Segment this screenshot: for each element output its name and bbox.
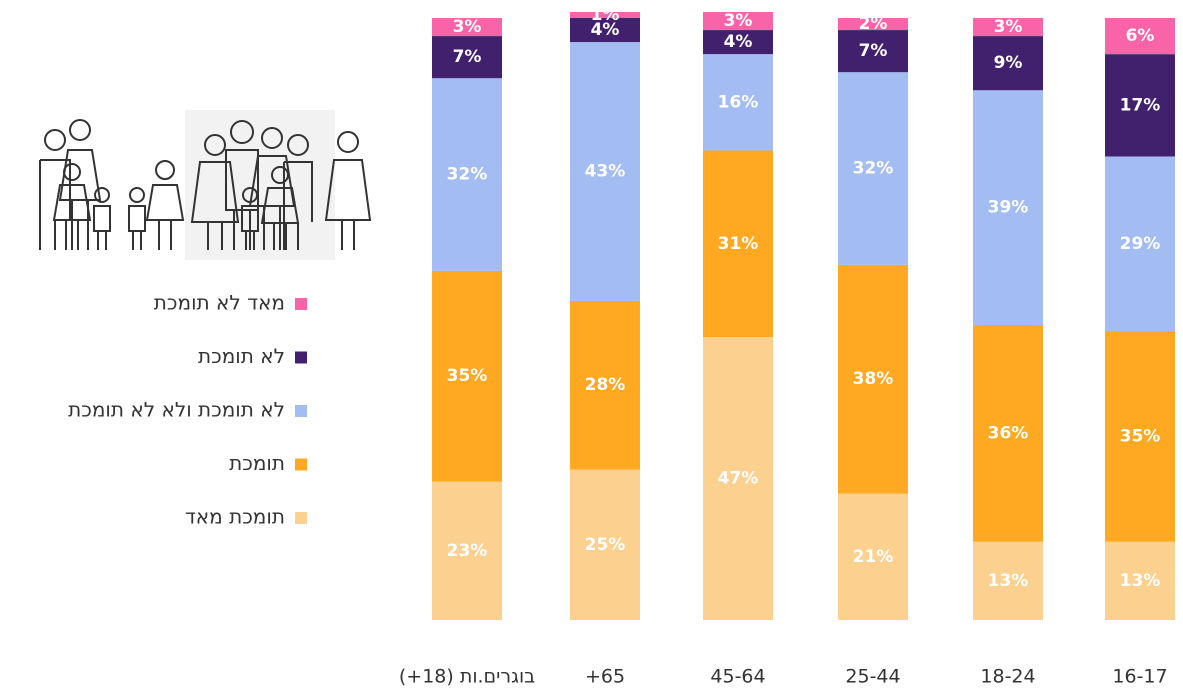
value-label: 3%: [453, 17, 482, 37]
bar-segment: [432, 36, 502, 79]
value-label: 43%: [585, 162, 626, 182]
legend-swatch: [295, 458, 307, 471]
bar-segment: [838, 72, 908, 265]
bar-segment: [703, 337, 773, 620]
x-tick-label: 65+: [585, 666, 625, 688]
value-label: 47%: [718, 469, 759, 489]
value-label: 7%: [453, 47, 482, 67]
bar-segment: [570, 18, 640, 43]
legend-label: לא תומכת: [198, 344, 285, 368]
bar-segment: [838, 18, 908, 31]
bar-segment: [432, 481, 502, 620]
value-label: 31%: [718, 234, 759, 254]
legend-label: לא תומכת ולא לא תומכת: [68, 398, 285, 422]
value-label: 1%: [591, 5, 620, 25]
value-label: 28%: [585, 375, 626, 395]
bar-segment: [703, 12, 773, 31]
legend-swatch: [295, 512, 307, 524]
value-label: 9%: [994, 53, 1023, 73]
bar-segment: [838, 30, 908, 73]
bar-segment: [1105, 54, 1175, 157]
bar-segment: [1105, 156, 1175, 332]
legend-swatch: [295, 298, 307, 310]
bar-segment: [973, 36, 1043, 91]
bar-segment: [838, 264, 908, 494]
legend-label: מאד לא תומכת: [154, 291, 285, 315]
bar-segment: [570, 469, 640, 620]
bar-segment: [1105, 541, 1175, 620]
bar-segment: [432, 78, 502, 271]
legend-swatch: [295, 405, 307, 417]
value-label: 13%: [988, 571, 1029, 591]
family-illustration: [39, 110, 372, 260]
bar-segment: [703, 30, 773, 55]
value-label: 23%: [447, 541, 488, 561]
bar-segment: [1105, 331, 1175, 542]
value-label: 32%: [447, 165, 488, 185]
value-label: 3%: [994, 17, 1023, 37]
bar-segment: [570, 42, 640, 301]
value-label: 35%: [1120, 426, 1161, 446]
bar-segment: [973, 325, 1043, 542]
bar-segment: [703, 150, 773, 338]
x-tick-label: 16-17: [1112, 666, 1167, 688]
bar-segment: [973, 541, 1043, 620]
value-label: 6%: [1126, 26, 1155, 46]
bar-segment: [973, 18, 1043, 37]
x-tick-label: 45-64: [710, 666, 765, 688]
legend-swatch: [295, 351, 307, 364]
value-label: 7%: [859, 41, 888, 61]
value-label: 35%: [447, 366, 488, 386]
x-tick-label: 25-44: [845, 666, 900, 688]
bar-segment: [838, 493, 908, 620]
value-label: 13%: [1120, 571, 1161, 591]
value-label: 3%: [724, 11, 753, 31]
bar-segment: [432, 18, 502, 37]
value-label: 38%: [853, 369, 894, 389]
value-label: 2%: [859, 14, 888, 34]
x-tick-label: בוגרים.ות (18+): [399, 666, 535, 688]
bar-segment: [432, 270, 502, 482]
legend-label: תומכת: [229, 451, 285, 475]
bar-segment: [570, 300, 640, 470]
bar-segment: [973, 90, 1043, 326]
bar-segment: [703, 54, 773, 151]
bar-segment: [570, 12, 640, 19]
value-label: 39%: [988, 198, 1029, 218]
value-label: 29%: [1120, 234, 1161, 254]
bar-segment: [1105, 18, 1175, 55]
value-label: 36%: [988, 423, 1029, 443]
value-label: 17%: [1120, 95, 1161, 115]
legend-label: תומכת מאד: [185, 505, 285, 529]
value-label: 4%: [724, 32, 753, 52]
value-label: 32%: [853, 159, 894, 179]
value-label: 16%: [718, 92, 759, 112]
x-tick-label: 18-24: [980, 666, 1035, 688]
value-label: 4%: [591, 20, 620, 40]
value-label: 21%: [853, 547, 894, 567]
value-label: 25%: [585, 535, 626, 555]
